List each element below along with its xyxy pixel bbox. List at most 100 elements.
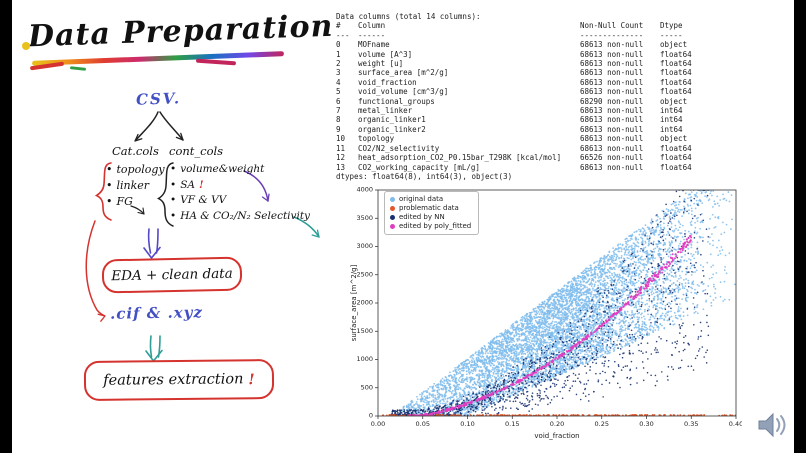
info-cell: 12 [336,153,346,163]
list-item: • HA & CO₂/N₂ Selectivity [170,209,310,225]
features-box: features extraction ! [83,359,275,401]
info-cell: 9 [336,124,341,134]
eda-box: EDA + clean data [101,256,243,294]
info-cell: float64 [660,153,692,163]
info-row: 4 void_fraction 68613 non-null float64 [336,78,746,87]
info-cell: 68290 non-null [580,96,644,106]
info-footer: dtypes: float64(8), int64(3), object(3) [336,171,513,181]
legend-swatch [390,206,395,211]
list-item: • linker [106,178,165,194]
info-cell: 4 [336,77,341,87]
page-title: Data Preparation [27,8,334,55]
info-row: 1 volume [A^3] 68613 non-null float64 [336,50,746,59]
legend-item: edited by poly_fitted [390,222,471,231]
arrowhead [311,229,320,238]
arrow-csv-to-cat [135,111,159,141]
list-item-label: volume&weight [180,163,265,175]
arrowhead [134,133,143,142]
info-cell: 68613 non-null [580,124,644,134]
legend-swatch [390,224,395,229]
info-cell: float64 [660,49,692,59]
info-cell: 68613 non-null [580,87,644,97]
arrow-csv-to-cont [159,111,184,141]
bullet: • [106,195,113,208]
info-row: 13 CO2_working_capacity [mL/g] 68613 non-n… [336,163,746,172]
info-header-count: Non-Null Count [580,21,644,31]
decorative-mark [69,66,87,71]
cif-xyz-label: .cif & .xyz [109,303,204,323]
legend-label: problematic data [399,204,459,212]
list-item-label: topology [116,163,165,176]
arrowhead [97,313,106,322]
info-cell: 6 [336,96,341,106]
info-row: 11 CO2/N2_selectivity 68613 non-null float6… [336,144,746,153]
eda-box-label: EDA + clean data [111,265,233,285]
info-row: 6 functional_groups 68290 non-null object [336,97,746,106]
info-row: 5 void_volume [cm^3/g] 68613 non-null float… [336,87,746,96]
info-header-column: Column [358,21,386,31]
info-row: 9 organic_linker2 68613 non-null int64 [336,125,746,134]
legend-label: edited by NN [399,213,445,221]
info-cell: 68613 non-null [580,115,644,125]
info-cell: organic_linker2 [358,124,426,134]
arrowhead [175,132,184,141]
info-row: 12 heat_adsorption_CO2_P0.15bar_T298K [kc… [336,153,746,162]
list-item-label: VF & VV [180,194,227,206]
bullet: • [106,179,113,192]
audio-button[interactable] [756,408,790,442]
info-cell: 68613 non-null [580,59,644,69]
info-row: 0 MOFname 68613 non-null object [336,40,746,49]
info-cell: 68613 non-null [580,40,644,50]
cat-cols-label: Cat.cols [112,144,159,158]
info-cell: 1 [336,49,341,59]
legend-swatch [390,197,395,202]
info-cell: 66526 non-null [580,153,644,163]
info-cell: 13 [336,162,346,172]
cont-cols-label: cont_cols [169,144,224,158]
cat-list: • topology • linker • FG [106,162,165,210]
info-row: 10 topology 68613 non-null object [336,134,746,143]
info-separator: --- ------ -------------- ----- [336,31,746,40]
legend-swatch [390,215,395,220]
legend-label: original data [399,195,444,203]
info-cell: 68613 non-null [580,134,644,144]
bullet: • [170,194,177,206]
info-header-idx: # [336,21,341,31]
info-cell: float64 [660,143,692,153]
info-title: Data columns (total 14 columns): [336,12,481,21]
info-cell: 68613 non-null [580,143,644,153]
info-cell: topology [358,134,395,144]
info-row: 2 weight [u] 68613 non-null float64 [336,59,746,68]
info-cell: weight [u] [358,59,404,69]
exclaim-mark: ! [198,178,204,191]
info-cell: 0 [336,40,341,50]
legend-item: problematic data [390,204,471,213]
info-cell: float64 [660,59,692,69]
info-cell: heat_adsorption_CO2_P0.15bar_T298K [kcal… [358,153,562,163]
arrowhead [143,246,161,260]
info-row: 8 organic_linker1 68613 non-null int64 [336,115,746,124]
info-cell: 10 [336,134,346,144]
info-separator-cell: --- [336,30,350,40]
info-cell: 3 [336,68,341,78]
info-cell: functional_groups [358,96,435,106]
info-col-headers: # Column Non-Null Count Dtype [336,21,746,30]
info-cell: float64 [660,162,692,172]
features-exclaim: ! [248,370,255,388]
down-arrow-to-eda [147,228,159,254]
info-separator-cell: ------ [358,30,386,40]
list-item: • SA! [170,178,310,194]
features-box-label: features extraction [103,371,244,389]
info-cell: object [660,40,688,50]
info-cell: 8 [336,115,341,125]
list-item: • VF & VV [170,193,310,209]
info-cell: CO2_working_capacity [mL/g] [358,162,480,172]
info-cell: 11 [336,143,346,153]
info-cell: float64 [660,68,692,78]
info-cell: 68613 non-null [580,68,644,78]
info-cell: float64 [660,77,692,87]
scatter-chart: original data problematic data edited by N… [348,184,742,446]
list-item-label: SA [180,178,195,191]
info-cell: int64 [660,115,683,125]
